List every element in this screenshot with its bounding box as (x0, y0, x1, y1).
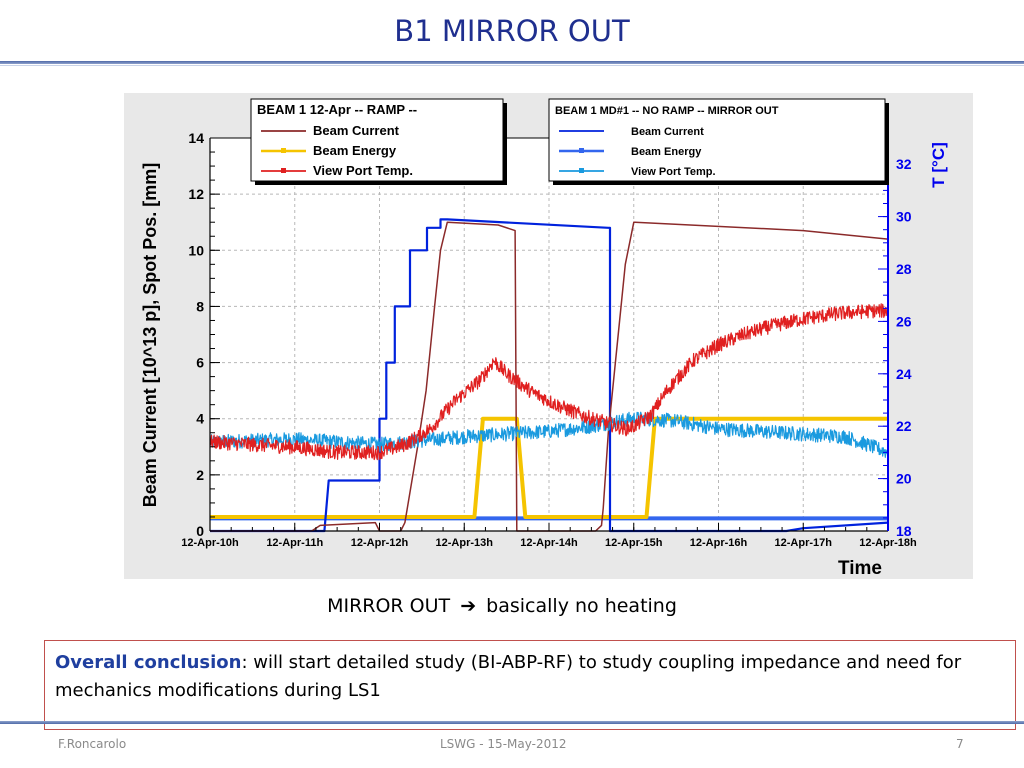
y-tick-label: 4 (196, 411, 204, 427)
x-tick-label: 12-Apr-18h (859, 537, 917, 549)
y2-tick-label: 26 (896, 313, 912, 329)
legend-entry: Beam Current (313, 123, 400, 138)
legend-entry: Beam Energy (631, 146, 702, 158)
conclusion-text: : will start detailed study (BI-ABP-RF) … (55, 652, 962, 701)
y-tick-label: 0 (196, 523, 204, 539)
x-tick-label: 12-Apr-14h (520, 537, 578, 549)
y2-tick-label: 22 (896, 418, 912, 434)
legend-entry: Beam Energy (313, 143, 397, 158)
legend-layer: BEAM 1 12-Apr -- RAMP -- Beam Current Beam… (250, 98, 889, 185)
y2-tick-label: 32 (896, 156, 912, 172)
caption-text-post: basically no heating (486, 595, 677, 617)
y-tick-label: 2 (196, 467, 204, 483)
legend-marker (579, 168, 584, 173)
legend-box-1: BEAM 1 12-Apr -- RAMP -- Beam Current Beam… (250, 98, 507, 185)
plot-area (210, 138, 888, 531)
y2-tick-label: 20 (896, 471, 912, 487)
footer-event: LSWG - 15-May-2012 (440, 737, 567, 751)
series-line-beam-energy-set1 (210, 416, 888, 519)
series-line-beam-current-set2 (210, 218, 889, 533)
y-axis-label: Beam Current [10^13 p], Spot Pos. [mm] (140, 163, 160, 508)
y2-tick-label: 24 (896, 366, 912, 382)
footer-author: F.Roncarolo (58, 737, 127, 751)
caption-text-pre: MIRROR OUT (327, 595, 451, 617)
header-rule (0, 61, 1024, 64)
legend-entry: View Port Temp. (313, 163, 413, 178)
axes-layer: 12-Apr-10h 12-Apr-11h 12-Apr-12h 12-Apr-13h… (181, 130, 917, 549)
legend-title: BEAM 1 MD#1 -- NO RAMP -- MIRROR OUT (555, 105, 779, 117)
y-tick-label: 10 (188, 242, 204, 258)
y2-tick-label: 28 (896, 261, 912, 277)
legend-entry: View Port Temp. (631, 166, 716, 178)
conclusion-label: Overall conclusion (55, 652, 242, 673)
caption: MIRROR OUT ➔ basically no heating (0, 595, 1004, 617)
y-tick-label: 8 (196, 298, 204, 314)
series-line-view-port-temp-set1 (209, 303, 889, 461)
legend-frame (250, 98, 504, 182)
y-tick-label: 6 (196, 355, 204, 371)
header-rule-thin (0, 65, 1024, 66)
legend-title: BEAM 1 12-Apr -- RAMP -- (257, 102, 417, 117)
x-tick-label: 12-Apr-13h (436, 537, 494, 549)
x-tick-label: 12-Apr-11h (266, 537, 323, 549)
y2-tick-label: 30 (896, 209, 912, 225)
legend-marker (281, 148, 286, 153)
chart-figure: 12-Apr-10h 12-Apr-11h 12-Apr-12h 12-Apr-13h… (124, 93, 973, 579)
x-tick-label: 12-Apr-17h (775, 537, 833, 549)
y2-tick-label: 18 (896, 523, 912, 539)
legend-marker (281, 168, 286, 173)
footer-rule (0, 721, 1024, 724)
chart-svg: 12-Apr-10h 12-Apr-11h 12-Apr-12h 12-Apr-13h… (124, 93, 973, 579)
legend-frame (548, 98, 886, 182)
slide-title: B1 MIRROR OUT (394, 14, 630, 48)
conclusion-box: Overall conclusion: will start detailed … (44, 640, 1016, 730)
footer-page-number: 7 (956, 737, 964, 751)
legend-entry: Beam Current (631, 126, 704, 138)
y2-axis-label: T [°C] (929, 142, 948, 188)
y-tick-label: 12 (188, 186, 204, 202)
x-tick-label: 12-Apr-12h (351, 537, 409, 549)
series-layer (209, 218, 889, 533)
x-axis-label: Time (838, 558, 882, 579)
y-tick-label: 14 (188, 130, 204, 146)
x-tick-label: 12-Apr-10h (181, 537, 239, 549)
x-tick-label: 12-Apr-15h (605, 537, 663, 549)
legend-marker (579, 148, 584, 153)
legend-box-2: BEAM 1 MD#1 -- NO RAMP -- MIRROR OUT Beam… (548, 98, 889, 185)
series-line-view-port-temp-set2 (209, 411, 889, 459)
arrow-right-icon: ➔ (460, 595, 477, 617)
x-tick-label: 12-Apr-16h (690, 537, 748, 549)
